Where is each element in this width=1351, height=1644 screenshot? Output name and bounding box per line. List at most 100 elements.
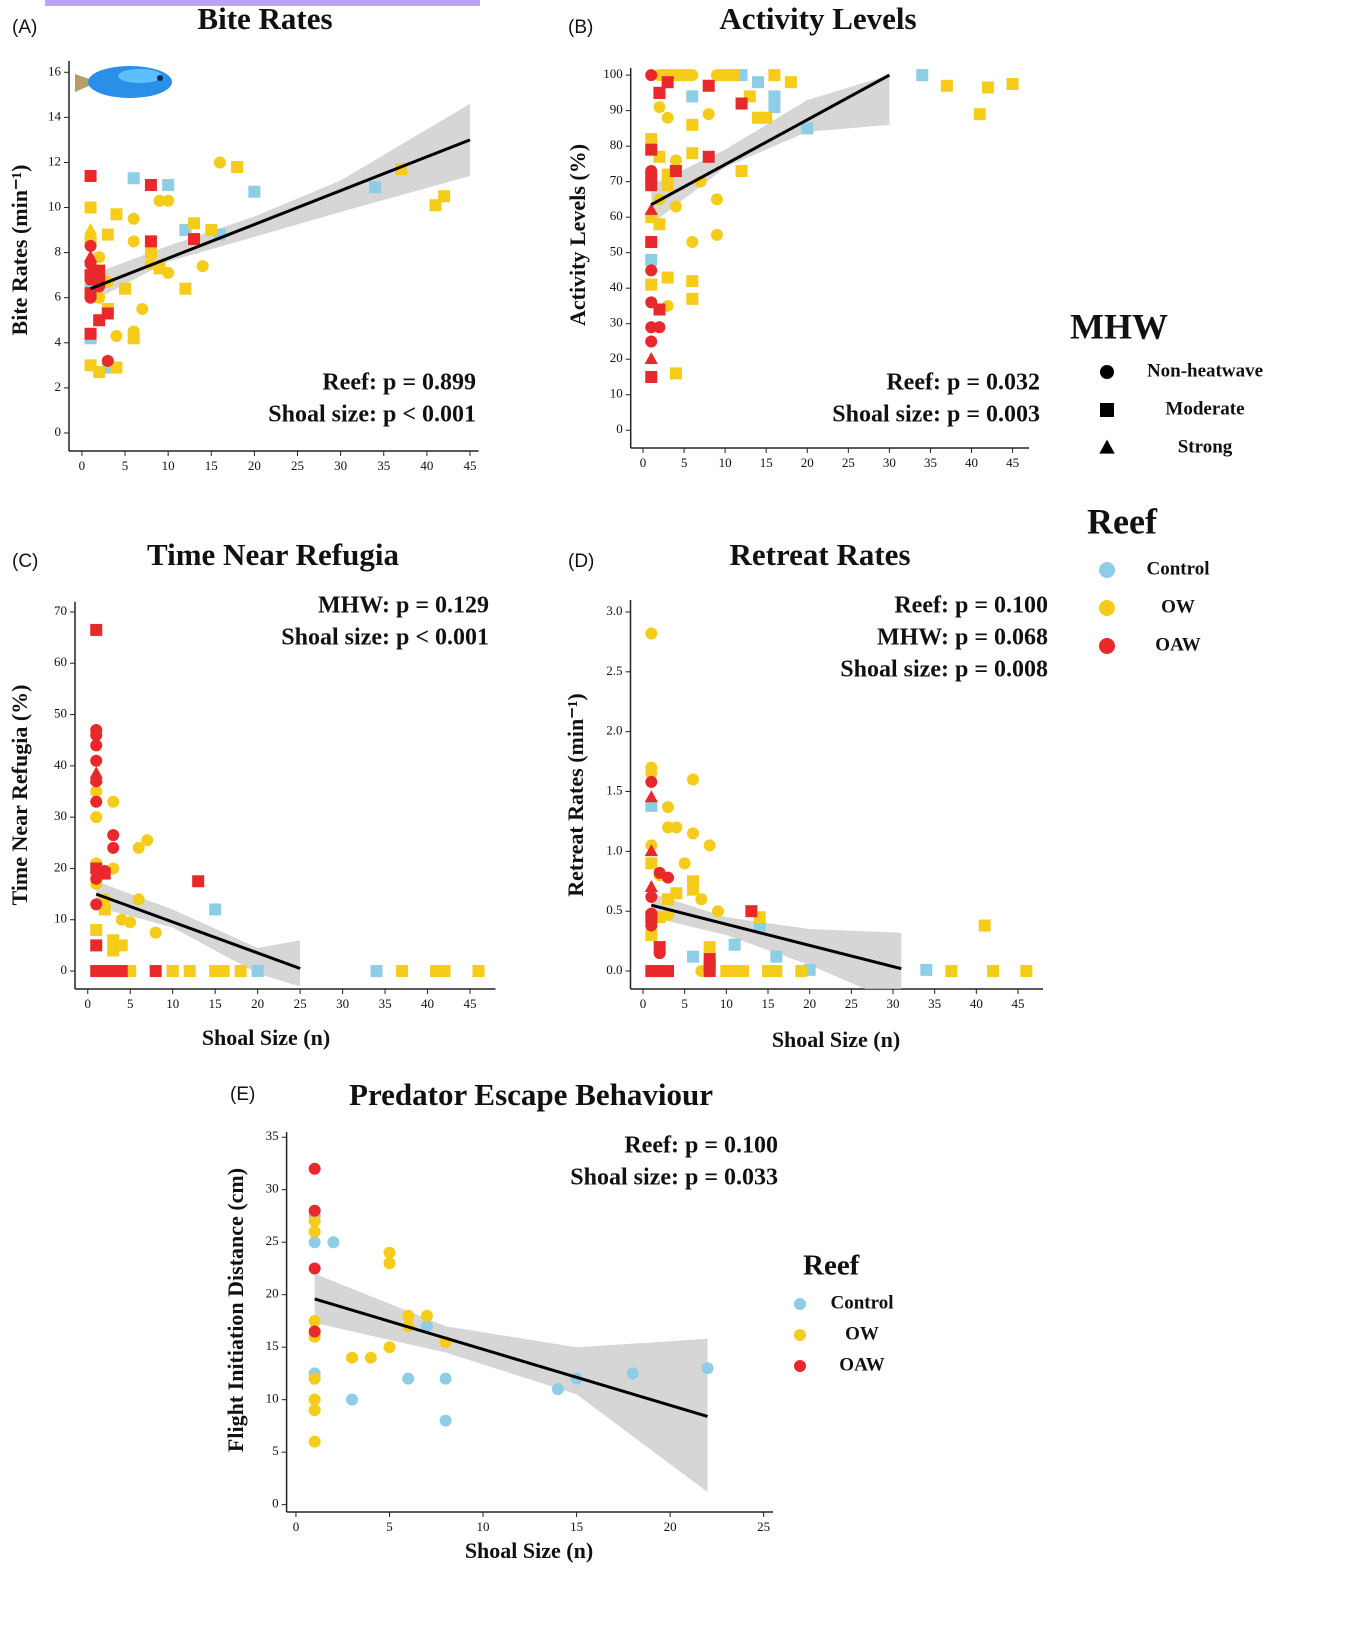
point-circle (626, 1367, 639, 1380)
annotation: Reef: p = 0.032 (886, 370, 1040, 396)
plot-area (83, 103, 471, 379)
point-square (687, 883, 699, 896)
plot-area (644, 69, 1019, 383)
point-circle (687, 773, 699, 786)
y-tick-label: 8 (55, 244, 62, 259)
point-triangle (644, 352, 658, 365)
point-square (127, 332, 140, 345)
panel-label: (B) (568, 17, 593, 38)
y-tick-label: 60 (54, 654, 67, 669)
point-circle (661, 111, 674, 124)
point-circle (1099, 600, 1115, 616)
point-circle (84, 291, 97, 304)
point-square (90, 939, 103, 952)
y-tick-label: 20 (610, 350, 623, 365)
x-tick-label: 15 (762, 996, 775, 1011)
point-square (209, 903, 222, 916)
point-square (149, 965, 162, 978)
point-square (727, 69, 740, 82)
point-square (751, 76, 764, 89)
point-square (1100, 403, 1114, 417)
point-circle (768, 69, 781, 82)
point-circle (383, 1341, 396, 1354)
y-tick-label: 20 (54, 859, 67, 874)
x-tick-label: 5 (122, 458, 129, 473)
point-circle (98, 865, 111, 878)
point-circle (162, 194, 175, 207)
point-circle (678, 857, 691, 870)
point-circle (662, 801, 674, 814)
fit-line (650, 903, 902, 971)
plot-area (89, 623, 485, 987)
x-tick-label: 45 (1006, 455, 1019, 470)
point-square (703, 941, 716, 954)
point-square (248, 185, 261, 198)
point-square (645, 253, 658, 266)
point-circle (695, 893, 708, 906)
x-tick-label: 40 (420, 458, 433, 473)
point-square (192, 875, 205, 888)
point-square (745, 905, 758, 918)
legend-label: Control (831, 1292, 894, 1313)
fit-line (314, 1297, 708, 1418)
point-square (370, 965, 383, 978)
plot-area (644, 627, 1033, 989)
point-circle (364, 1351, 377, 1364)
point-circle (645, 919, 658, 932)
y-tick-label: 25 (266, 1233, 279, 1248)
point-square (645, 236, 658, 249)
legend-label: OW (845, 1323, 879, 1344)
point-square (916, 69, 929, 82)
annotation: MHW: p = 0.129 (318, 593, 489, 619)
point-square (217, 965, 230, 978)
y-tick-label: 2.0 (606, 723, 622, 738)
point-square (920, 963, 933, 976)
annotation: MHW: p = 0.068 (877, 625, 1048, 651)
point-circle (196, 260, 209, 273)
point-square (653, 86, 666, 99)
y-tick-label: 10 (48, 199, 61, 214)
point-square (179, 282, 192, 295)
point-circle (110, 330, 123, 343)
x-tick-label: 15 (760, 455, 773, 470)
y-tick-label: 50 (54, 706, 67, 721)
y-axis-label: Retreat Rates (min⁻¹) (563, 693, 588, 897)
legend-label: OAW (1155, 634, 1200, 655)
point-circle (90, 811, 103, 824)
panel-label: (E) (230, 1084, 255, 1105)
point-circle (124, 916, 137, 929)
point-triangle (644, 880, 658, 893)
x-tick-label: 10 (162, 458, 175, 473)
point-circle (327, 1236, 340, 1249)
point-circle (439, 1414, 452, 1427)
annotation: Shoal size: p = 0.003 (832, 402, 1040, 428)
point-circle (90, 754, 103, 767)
point-circle (402, 1309, 415, 1322)
chart-title: Activity Levels (719, 1, 916, 36)
y-tick-label: 0.5 (606, 902, 622, 917)
y-tick-label: 6 (55, 289, 62, 304)
point-circle (213, 156, 226, 169)
x-tick-label: 15 (209, 996, 222, 1011)
point-square (251, 965, 264, 978)
legend-title: Reef (803, 1250, 860, 1282)
point-circle (107, 829, 120, 842)
annotation: Reef: p = 0.100 (624, 1133, 778, 1159)
point-square (770, 950, 783, 963)
x-tick-label: 25 (845, 996, 858, 1011)
y-tick-label: 15 (266, 1338, 279, 1353)
point-circle (308, 1404, 321, 1417)
y-tick-label: 30 (266, 1181, 279, 1196)
point-circle (686, 236, 699, 249)
point-circle (662, 908, 674, 921)
point-square (686, 90, 699, 103)
point-circle (710, 228, 723, 241)
point-square (973, 108, 986, 121)
point-square (661, 179, 674, 192)
x-tick-label: 5 (386, 1519, 393, 1534)
y-tick-label: 35 (266, 1128, 279, 1143)
point-square (653, 303, 666, 316)
point-square (678, 69, 691, 82)
y-axis-label: Activity Levels (%) (565, 144, 590, 326)
point-square (183, 965, 196, 978)
